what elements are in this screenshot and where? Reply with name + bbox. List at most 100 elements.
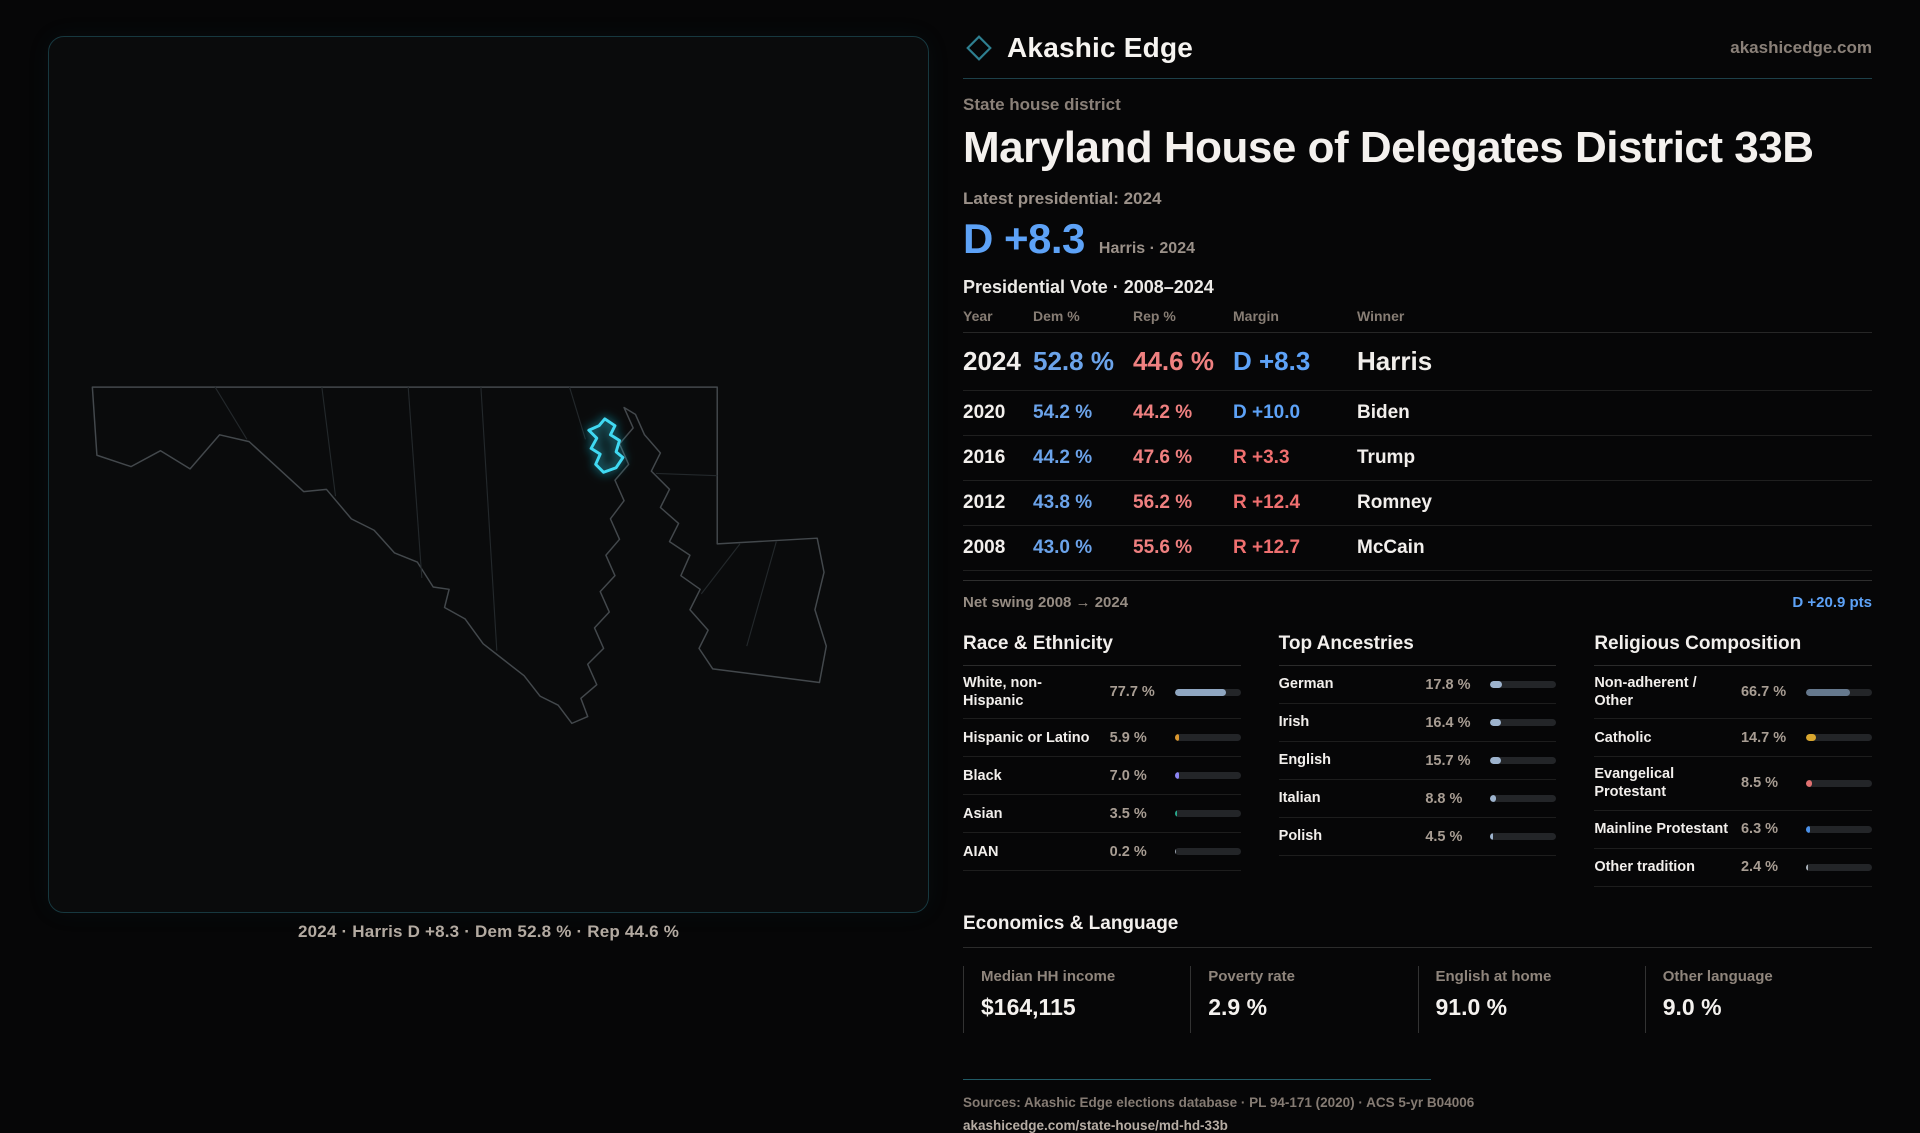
demo-bar-fill	[1175, 772, 1180, 779]
sources-text: Sources: Akashic Edge elections database…	[963, 1095, 1872, 1110]
demo-bar	[1490, 757, 1556, 764]
stat-other-language: Other language 9.0 %	[1645, 966, 1872, 1033]
vote-row-2012: 2012 43.8 % 56.2 % R +12.4 Romney	[963, 481, 1872, 526]
demo-value: 16.4 %	[1425, 715, 1481, 731]
latest-presidential-label: Latest presidential: 2024	[963, 189, 1872, 209]
vote-row-2008: 2008 43.0 % 55.6 % R +12.7 McCain	[963, 526, 1872, 571]
rep-cell: 55.6 %	[1133, 537, 1233, 559]
economics-title: Economics & Language	[963, 913, 1872, 948]
winner-cell: Trump	[1357, 447, 1872, 469]
permalink[interactable]: akashicedge.com/state-house/md-hd-33b	[963, 1118, 1872, 1133]
demo-bar-fill	[1490, 681, 1502, 688]
demo-row: German 17.8 %	[1279, 666, 1557, 704]
demo-row: Black 7.0 %	[963, 757, 1241, 795]
demo-label: Evangelical Protestant	[1594, 765, 1732, 801]
demo-label: Other tradition	[1594, 858, 1732, 876]
vote-table-title: Presidential Vote · 2008–2024	[963, 277, 1872, 298]
demo-row: Non-adherent / Other 66.7 %	[1594, 666, 1872, 719]
demo-bar	[1490, 833, 1556, 840]
stat-value: 9.0 %	[1663, 994, 1872, 1021]
stat-median-hh-income: Median HH income $164,115	[963, 966, 1190, 1033]
demo-value: 77.7 %	[1110, 684, 1166, 700]
vote-row-2016: 2016 44.2 % 47.6 % R +3.3 Trump	[963, 436, 1872, 481]
map-panel	[48, 36, 929, 913]
demo-label: Catholic	[1594, 729, 1732, 747]
headline-margin: D +8.3	[963, 215, 1085, 263]
demo-value: 7.0 %	[1110, 768, 1166, 784]
presidential-vote-table: Year Dem % Rep % Margin Winner 2024 52.8…	[963, 298, 1872, 571]
demo-row: Evangelical Protestant 8.5 %	[1594, 757, 1872, 810]
brand: Akashic Edge	[963, 32, 1193, 64]
rep-cell: 44.6 %	[1133, 346, 1233, 377]
demo-value: 66.7 %	[1741, 684, 1797, 700]
rep-cell: 47.6 %	[1133, 447, 1233, 469]
stat-value: 2.9 %	[1208, 994, 1417, 1021]
kicker-label: State house district	[963, 95, 1872, 115]
demo-label: AIAN	[963, 843, 1101, 861]
maryland-map	[81, 305, 899, 760]
demo-row: Polish 4.5 %	[1279, 818, 1557, 856]
demographics: Race & Ethnicity White, non-Hispanic 77.…	[963, 633, 1872, 887]
net-swing: Net swing 2008 → 2024 D +20.9 pts	[963, 580, 1872, 611]
demo-bar	[1806, 780, 1872, 787]
col-year: Year	[963, 308, 1033, 324]
section-title: Top Ancestries	[1279, 633, 1557, 666]
winner-cell: Romney	[1357, 492, 1872, 514]
demo-value: 2.4 %	[1741, 859, 1797, 875]
demo-label: German	[1279, 675, 1417, 693]
demo-bar-fill	[1175, 689, 1226, 696]
stat-poverty-rate: Poverty rate 2.9 %	[1190, 966, 1417, 1033]
winner-cell: Biden	[1357, 402, 1872, 424]
year-cell: 2012	[963, 492, 1033, 514]
dem-cell: 44.2 %	[1033, 447, 1133, 469]
diamond-logo-icon	[963, 32, 995, 64]
demo-label: Irish	[1279, 713, 1417, 731]
demo-value: 0.2 %	[1110, 844, 1166, 860]
stat-english-at-home: English at home 91.0 %	[1418, 966, 1645, 1033]
demo-value: 4.5 %	[1425, 829, 1481, 845]
section-top-ancestries: Top Ancestries German 17.8 % Irish 16.4 …	[1279, 633, 1557, 887]
demo-label: Non-adherent / Other	[1594, 674, 1732, 710]
demo-label: English	[1279, 751, 1417, 769]
section-race-ethnicity: Race & Ethnicity White, non-Hispanic 77.…	[963, 633, 1241, 887]
stat-label: English at home	[1436, 968, 1645, 985]
demo-value: 3.5 %	[1110, 806, 1166, 822]
stat-label: Other language	[1663, 968, 1872, 985]
state-outline-maryland	[92, 387, 826, 723]
demo-bar-fill	[1490, 833, 1493, 840]
margin-cell: D +8.3	[1233, 346, 1357, 377]
footer-divider	[963, 1079, 1431, 1080]
net-swing-value: D +20.9 pts	[1792, 594, 1872, 611]
dem-cell: 52.8 %	[1033, 346, 1133, 377]
demo-bar	[1175, 810, 1241, 817]
demo-label: White, non-Hispanic	[963, 674, 1101, 710]
demo-bar	[1806, 689, 1872, 696]
section-religious-composition: Religious Composition Non-adherent / Oth…	[1594, 633, 1872, 887]
dem-cell: 54.2 %	[1033, 402, 1133, 424]
demo-row: Mainline Protestant 6.3 %	[1594, 811, 1872, 849]
demo-bar	[1175, 734, 1241, 741]
brand-name: Akashic Edge	[1007, 32, 1193, 64]
demo-label: Black	[963, 767, 1101, 785]
dem-cell: 43.8 %	[1033, 492, 1133, 514]
margin-cell: R +3.3	[1233, 447, 1357, 469]
map-caption: 2024 · Harris D +8.3 · Dem 52.8 % · Rep …	[48, 922, 929, 942]
demo-bar-fill	[1490, 719, 1501, 726]
col-winner: Winner	[1357, 308, 1872, 324]
dem-cell: 43.0 %	[1033, 537, 1133, 559]
margin-cell: R +12.7	[1233, 537, 1357, 559]
site-link[interactable]: akashicedge.com	[1730, 38, 1872, 58]
demo-bar-fill	[1806, 734, 1816, 741]
demo-value: 14.7 %	[1741, 730, 1797, 746]
year-cell: 2020	[963, 402, 1033, 424]
footer: Sources: Akashic Edge elections database…	[963, 1079, 1872, 1133]
demo-label: Mainline Protestant	[1594, 820, 1732, 838]
winner-cell: Harris	[1357, 346, 1872, 377]
demo-row: AIAN 0.2 %	[963, 833, 1241, 871]
margin-cell: R +12.4	[1233, 492, 1357, 514]
year-cell: 2008	[963, 537, 1033, 559]
stat-label: Poverty rate	[1208, 968, 1417, 985]
header-divider	[963, 78, 1872, 79]
demo-bar	[1175, 848, 1241, 855]
demo-bar	[1490, 719, 1556, 726]
